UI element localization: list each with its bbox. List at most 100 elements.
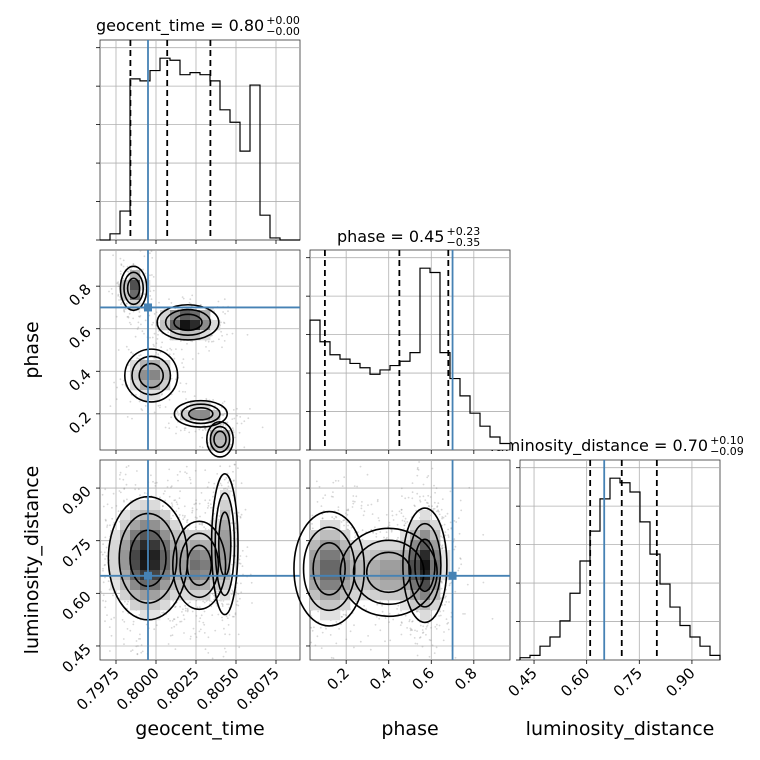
sample-point xyxy=(138,400,141,403)
sample-point xyxy=(175,432,177,435)
sample-point xyxy=(126,303,128,305)
sample-point xyxy=(442,610,445,612)
sample-point xyxy=(250,581,253,584)
sample-point xyxy=(209,503,212,506)
xlabel-phase: phase xyxy=(381,718,438,740)
contour-line xyxy=(172,520,227,611)
sample-point xyxy=(226,603,229,606)
density-cell xyxy=(320,610,331,621)
sample-point xyxy=(180,620,183,623)
sample-point xyxy=(123,488,126,490)
sample-point xyxy=(123,310,125,312)
histogram-step xyxy=(309,267,511,450)
density-cell xyxy=(220,530,231,541)
x-tick-label: 0.8025 xyxy=(153,664,203,714)
sample-point xyxy=(192,627,195,630)
sample-point xyxy=(411,497,414,500)
sample-point xyxy=(137,321,140,324)
sample-point xyxy=(238,431,241,434)
sample-point xyxy=(401,622,403,624)
sample-point xyxy=(372,531,375,534)
density-cell xyxy=(380,560,391,571)
sample-point xyxy=(208,350,211,352)
sample-point xyxy=(335,516,338,519)
sample-point xyxy=(202,600,205,603)
sample-point xyxy=(416,474,419,477)
sample-point xyxy=(197,352,200,355)
sample-point xyxy=(227,603,230,606)
sample-point xyxy=(397,604,400,607)
sample-point xyxy=(353,485,356,487)
sample-point xyxy=(142,268,145,271)
sample-point xyxy=(123,310,126,313)
sample-point xyxy=(458,567,460,570)
sample-point xyxy=(134,335,137,338)
contour-line xyxy=(123,348,179,403)
sample-point xyxy=(224,424,227,427)
contour-line xyxy=(402,507,448,624)
sample-point xyxy=(186,610,189,613)
x-tick-label: 0.4 xyxy=(366,664,396,694)
sample-point xyxy=(385,513,388,516)
sample-point xyxy=(384,617,387,619)
sample-point xyxy=(331,516,334,519)
sample-point xyxy=(203,623,206,626)
sample-point xyxy=(198,502,201,505)
sample-point xyxy=(376,500,379,503)
sample-point xyxy=(140,651,143,654)
sample-point xyxy=(231,589,234,592)
sample-point xyxy=(102,505,105,508)
density-cell xyxy=(180,320,191,331)
contour-line xyxy=(408,522,442,608)
title-phase-main: phase = 0.45 xyxy=(337,227,444,246)
sample-point xyxy=(400,512,403,514)
sample-point xyxy=(388,521,391,524)
sample-point xyxy=(176,503,179,506)
density-cell xyxy=(430,520,441,531)
sample-point xyxy=(460,563,463,566)
density-cell xyxy=(420,510,431,521)
sample-point xyxy=(216,473,219,475)
sample-point xyxy=(206,420,209,423)
sample-point xyxy=(113,381,115,384)
sample-point xyxy=(139,354,142,356)
sample-point xyxy=(153,357,156,359)
sample-point xyxy=(103,564,106,567)
sample-point xyxy=(206,486,209,488)
sample-point xyxy=(136,357,139,359)
sample-point xyxy=(139,494,141,497)
sample-point xyxy=(195,503,197,505)
sample-point xyxy=(441,544,444,547)
sample-point xyxy=(152,276,155,278)
sample-point xyxy=(334,479,337,482)
sample-point xyxy=(178,514,181,516)
sample-point xyxy=(115,398,118,401)
x-tick-label: 0.45 xyxy=(505,664,541,700)
density-cell xyxy=(200,540,211,551)
density-cell xyxy=(350,550,361,561)
sample-point xyxy=(166,479,169,482)
sample-point xyxy=(136,653,139,655)
sample-point xyxy=(445,618,448,620)
sample-point xyxy=(459,557,462,560)
sample-point xyxy=(440,545,443,548)
sample-point xyxy=(345,638,348,641)
sample-point xyxy=(123,499,125,502)
sample-point xyxy=(407,496,410,499)
sample-point xyxy=(232,470,234,473)
density-cell xyxy=(320,550,331,561)
sample-point xyxy=(121,383,124,386)
sample-point xyxy=(395,513,398,516)
sample-point xyxy=(244,508,247,511)
sample-point xyxy=(130,323,132,326)
sample-point xyxy=(440,580,443,583)
sample-point xyxy=(203,526,206,528)
sample-point xyxy=(416,654,419,657)
sample-point xyxy=(127,364,130,366)
sample-point xyxy=(127,465,130,467)
sample-point xyxy=(132,263,135,266)
sample-point xyxy=(431,467,434,470)
sample-point xyxy=(340,615,343,618)
sample-point xyxy=(337,480,340,482)
sample-point xyxy=(186,342,188,345)
